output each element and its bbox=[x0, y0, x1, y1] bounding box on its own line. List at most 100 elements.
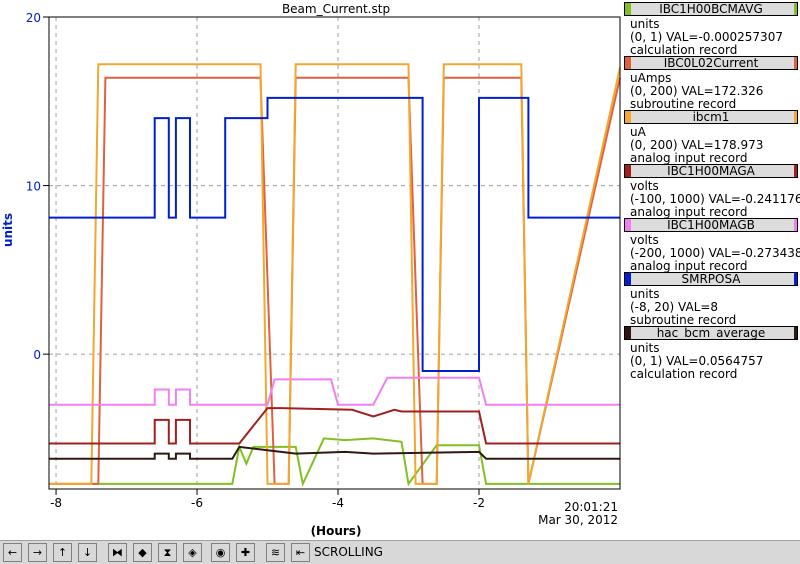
legend-range: (0, 200) VAL=178.973 bbox=[630, 138, 764, 152]
scrolling-status: SCROLLING bbox=[314, 545, 383, 559]
legend-color-swatch bbox=[625, 3, 631, 15]
left-arrow-button[interactable]: ← bbox=[3, 543, 22, 562]
legend-name-text: SMRPOSA bbox=[681, 272, 741, 286]
legend-range: (-200, 1000) VAL=-0.273438 bbox=[630, 246, 800, 260]
x-tick-label: -8 bbox=[50, 496, 62, 510]
legend-color-swatch bbox=[794, 3, 797, 15]
legend-item-name: ibcm1 bbox=[624, 110, 798, 124]
grid bbox=[49, 16, 620, 489]
series-line-ibc1h00bcmavg bbox=[49, 437, 620, 488]
legend-color-swatch bbox=[625, 57, 631, 69]
right-arrow-button[interactable]: → bbox=[28, 543, 47, 562]
zoom-in-horizontal-icon: ⧓ bbox=[112, 546, 123, 559]
legend-panel: IBC1H00BCMAVG units (0, 1) VAL=-0.00025730… bbox=[624, 0, 800, 540]
legend-name-text: IBC1H00BCMAVG bbox=[659, 2, 763, 16]
toolbar: SCROLLING ← → ↑ ↓ ⧓ ◆ ⧗ ◈ ◉ ✚ ≋ ⇤ bbox=[0, 540, 800, 564]
zoom-out-horizontal-button[interactable]: ◆ bbox=[133, 543, 152, 562]
legend-color-swatch bbox=[794, 273, 797, 285]
legend-item-name: IBC1H00BCMAVG bbox=[624, 2, 798, 16]
zoom-out-vertical-icon: ◈ bbox=[188, 546, 197, 559]
legend-name-text: IBC1H00MAGB bbox=[667, 218, 755, 232]
legend-units: units bbox=[630, 341, 660, 355]
scroll-mode-button[interactable]: ⇤ bbox=[291, 543, 310, 562]
legend-item-name: hac_bcm_average bbox=[624, 326, 798, 340]
legend-item-name: IBC1H00MAGB bbox=[624, 218, 798, 232]
legend-name-text: IBC0L02Current bbox=[663, 56, 759, 70]
legend-name-text: hac_bcm_average bbox=[656, 326, 766, 340]
legend-item-name: IBC0L02Current bbox=[624, 56, 798, 70]
left-arrow-icon: ← bbox=[7, 546, 18, 559]
legend-range: (-100, 1000) VAL=-0.241176 bbox=[630, 192, 800, 206]
x-tick-label: -2 bbox=[473, 496, 485, 510]
zoom-out-horizontal-icon: ◆ bbox=[138, 546, 147, 559]
series-line-ibc0l02current bbox=[49, 76, 621, 485]
y-tick-label: 0 bbox=[33, 348, 41, 362]
x-tick-label: -4 bbox=[332, 496, 344, 510]
scroll-mode-icon: ⇤ bbox=[295, 546, 306, 559]
legend-range: (-8, 20) VAL=8 bbox=[630, 300, 719, 314]
series-line-hac-bcm-average bbox=[49, 445, 620, 460]
series-lines bbox=[49, 63, 621, 488]
plot-frame bbox=[48, 16, 621, 490]
legend-record: analog input record bbox=[630, 259, 748, 273]
down-arrow-icon: ↓ bbox=[82, 546, 93, 559]
legend-units: units bbox=[630, 287, 660, 301]
y-tick-label: 20 bbox=[26, 11, 41, 25]
legend-color-swatch bbox=[625, 273, 631, 285]
legend-record: analog input record bbox=[630, 151, 748, 165]
autoscale-icon: ≋ bbox=[270, 546, 281, 559]
legend-color-swatch bbox=[794, 111, 797, 123]
legend-range: (0, 200) VAL=172.326 bbox=[630, 84, 764, 98]
current-date-label: Mar 30, 2012 bbox=[538, 513, 618, 527]
legend-units: units bbox=[630, 17, 660, 31]
legend-color-swatch bbox=[625, 327, 631, 339]
up-arrow-icon: ↑ bbox=[57, 546, 68, 559]
legend-item-name: SMRPOSA bbox=[624, 272, 798, 286]
series-line-ibc1h00maga bbox=[49, 407, 620, 445]
legend-name-text: ibcm1 bbox=[692, 110, 730, 124]
up-arrow-button[interactable]: ↑ bbox=[53, 543, 72, 562]
legend-item-name: IBC1H00MAGA bbox=[624, 164, 798, 178]
strip-chart[interactable]: -8 -6 -4 -2 0 10 20 Beam_Current.stp units (Ho… bbox=[0, 0, 624, 540]
axis-ticks: -8 -6 -4 -2 0 10 20 bbox=[26, 11, 485, 510]
legend-units: volts bbox=[630, 179, 659, 193]
series-line-ibc1h00magb bbox=[49, 376, 620, 406]
legend-units: uA bbox=[630, 125, 646, 139]
down-arrow-button[interactable]: ↓ bbox=[78, 543, 97, 562]
current-time-label: 20:01:21 bbox=[564, 500, 618, 514]
series-line-smrposa bbox=[49, 96, 620, 372]
legend-color-swatch bbox=[794, 327, 797, 339]
series-line-ibcm1 bbox=[49, 63, 621, 485]
legend-color-swatch bbox=[625, 111, 631, 123]
legend-record: calculation record bbox=[630, 367, 738, 381]
right-arrow-icon: → bbox=[32, 546, 43, 559]
add-button[interactable]: ✚ bbox=[236, 543, 255, 562]
y-axis-label: units bbox=[1, 213, 15, 247]
legend-range: (0, 1) VAL=0.0564757 bbox=[630, 354, 764, 368]
legend-record: subroutine record bbox=[630, 313, 737, 327]
center-icon: ◉ bbox=[215, 546, 226, 559]
zoom-in-horizontal-button[interactable]: ⧓ bbox=[108, 543, 127, 562]
x-tick-label: -6 bbox=[191, 496, 203, 510]
legend-record: analog input record bbox=[630, 205, 748, 219]
legend-record: subroutine record bbox=[630, 97, 737, 111]
legend-name-text: IBC1H00MAGA bbox=[667, 164, 755, 178]
center-button[interactable]: ◉ bbox=[211, 543, 230, 562]
chart-title: Beam_Current.stp bbox=[282, 2, 390, 16]
zoom-out-vertical-button[interactable]: ◈ bbox=[183, 543, 202, 562]
legend-color-swatch bbox=[625, 165, 631, 177]
legend-color-swatch bbox=[794, 57, 797, 69]
legend-range: (0, 1) VAL=-0.000257307 bbox=[630, 30, 783, 44]
y-tick-label: 10 bbox=[26, 180, 41, 194]
x-axis-label: (Hours) bbox=[311, 524, 362, 538]
legend-color-swatch bbox=[625, 219, 631, 231]
autoscale-button[interactable]: ≋ bbox=[266, 543, 285, 562]
add-icon: ✚ bbox=[240, 546, 251, 559]
legend-units: uAmps bbox=[630, 71, 672, 85]
legend-color-swatch bbox=[794, 219, 797, 231]
legend-record: calculation record bbox=[630, 43, 738, 57]
zoom-in-vertical-button[interactable]: ⧗ bbox=[158, 543, 177, 562]
legend-color-swatch bbox=[794, 165, 797, 177]
legend-units: volts bbox=[630, 233, 659, 247]
zoom-in-vertical-icon: ⧗ bbox=[163, 546, 172, 559]
